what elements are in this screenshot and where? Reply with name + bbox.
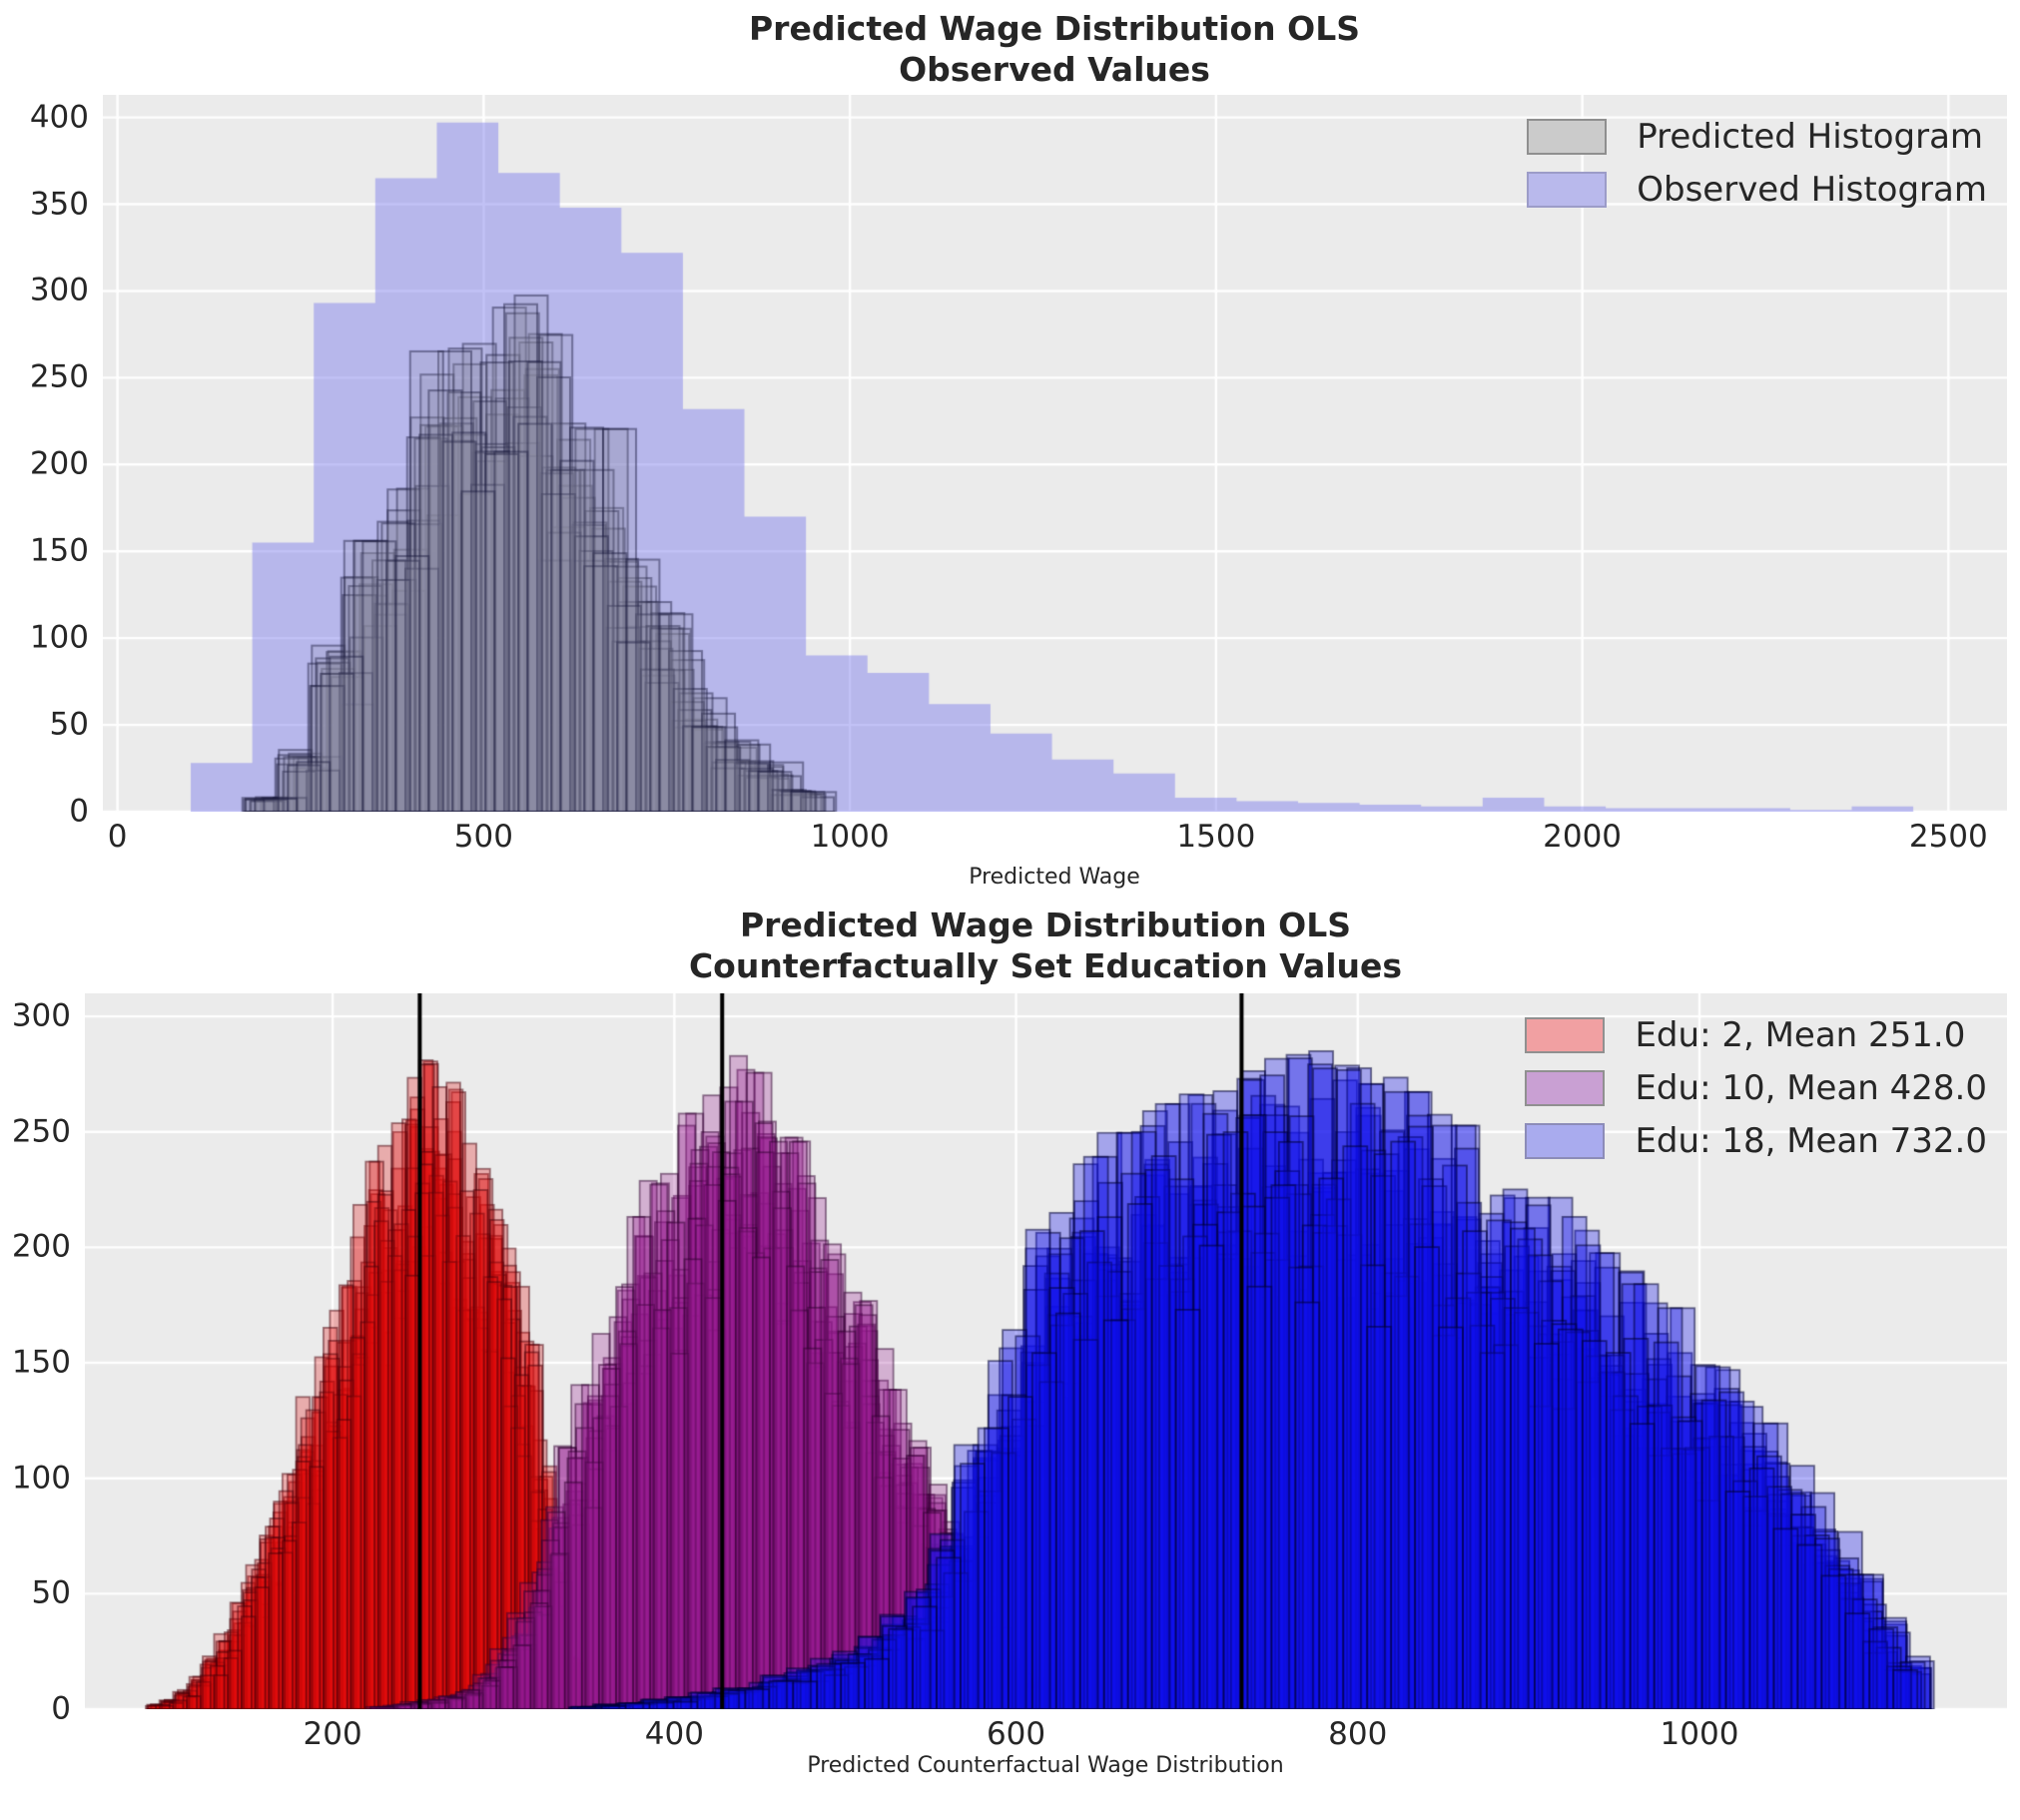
- bottom-legend: Edu: 2, Mean 251.0 Edu: 10, Mean 428.0 E…: [1525, 1017, 1987, 1159]
- y-tick-label: 200: [29, 445, 89, 482]
- x-tick-label: 800: [1328, 1716, 1388, 1752]
- y-tick-label: 50: [49, 706, 89, 743]
- bottom-chart-title: Predicted Wage Distribution OLS Counterf…: [689, 905, 1402, 986]
- x-tick-label: 400: [644, 1716, 704, 1752]
- y-tick-label: 0: [51, 1690, 71, 1727]
- legend-entry-edu-10: Edu: 10, Mean 428.0: [1525, 1070, 1987, 1106]
- bottom-title-line1: Predicted Wage Distribution OLS: [740, 906, 1351, 944]
- top-xlabel: Predicted Wage: [969, 865, 1140, 890]
- x-tick-label: 500: [453, 819, 513, 855]
- edu-2-label: Edu: 2, Mean 251.0: [1635, 1015, 1966, 1055]
- edu-18-label: Edu: 18, Mean 732.0: [1635, 1121, 1987, 1161]
- x-tick-label: 200: [303, 1716, 362, 1752]
- y-tick-label: 350: [29, 186, 89, 223]
- legend-entry-edu-18: Edu: 18, Mean 732.0: [1525, 1123, 1987, 1159]
- top-title-line2: Observed Values: [899, 50, 1210, 89]
- legend-entry-observed: Observed Histogram: [1527, 172, 1987, 208]
- edu-2-swatch: [1525, 1017, 1606, 1053]
- predicted-histogram-label: Predicted Histogram: [1637, 117, 1984, 157]
- y-tick-label: 300: [29, 272, 89, 308]
- bottom-plot-area: Edu: 2, Mean 251.0 Edu: 10, Mean 428.0 E…: [85, 993, 2007, 1709]
- predicted-histogram-swatch: [1527, 119, 1608, 155]
- top-plot-area: Predicted Histogram Observed Histogram: [103, 95, 2007, 812]
- bottom-histogram-canvas: [85, 993, 2007, 1709]
- x-tick-label: 1000: [810, 819, 890, 855]
- x-tick-label: 1000: [1660, 1716, 1739, 1752]
- y-tick-label: 250: [11, 1113, 71, 1150]
- bottom-xlabel: Predicted Counterfactual Wage Distributi…: [807, 1753, 1284, 1778]
- top-legend: Predicted Histogram Observed Histogram: [1527, 119, 1987, 208]
- x-tick-label: 2500: [1908, 819, 1988, 855]
- y-tick-label: 100: [29, 619, 89, 656]
- x-tick-label: 2000: [1543, 819, 1623, 855]
- legend-entry-predicted: Predicted Histogram: [1527, 119, 1987, 155]
- bottom-title-line2: Counterfactually Set Education Values: [688, 946, 1403, 985]
- observed-histogram-swatch: [1527, 172, 1608, 208]
- top-title-line1: Predicted Wage Distribution OLS: [749, 9, 1360, 48]
- y-tick-label: 0: [69, 793, 89, 830]
- x-tick-label: 1500: [1176, 819, 1256, 855]
- y-tick-label: 150: [11, 1344, 71, 1381]
- observed-histogram-label: Observed Histogram: [1637, 170, 1987, 210]
- y-tick-label: 100: [11, 1460, 71, 1497]
- y-tick-label: 150: [29, 532, 89, 569]
- edu-18-swatch: [1525, 1123, 1606, 1159]
- y-tick-label: 400: [29, 99, 89, 136]
- y-tick-label: 200: [11, 1228, 71, 1265]
- y-tick-label: 300: [11, 997, 71, 1034]
- top-chart-title: Predicted Wage Distribution OLS Observed…: [749, 8, 1360, 90]
- y-tick-label: 50: [31, 1574, 71, 1611]
- edu-10-label: Edu: 10, Mean 428.0: [1635, 1068, 1987, 1108]
- top-histogram-canvas: [103, 95, 2007, 812]
- x-tick-label: 600: [986, 1716, 1046, 1752]
- y-tick-label: 250: [29, 358, 89, 395]
- edu-10-swatch: [1525, 1070, 1606, 1106]
- legend-entry-edu-2: Edu: 2, Mean 251.0: [1525, 1017, 1987, 1053]
- x-tick-label: 0: [107, 819, 128, 855]
